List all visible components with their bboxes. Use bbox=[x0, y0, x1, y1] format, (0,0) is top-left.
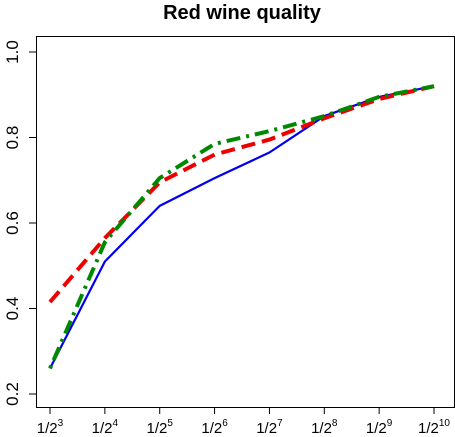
y-tick-label: 1.0 bbox=[3, 40, 22, 64]
x-tick-base: 1/2 bbox=[311, 420, 332, 437]
x-tick-base: 1/2 bbox=[418, 420, 439, 437]
x-tick-exponent: 7 bbox=[277, 418, 283, 429]
x-tick-label: 1/25 bbox=[147, 418, 174, 437]
x-tick-base: 1/2 bbox=[92, 420, 113, 437]
x-axis: 1/23 1/24 1/25 1/26 1/27 1/28 1/29 1/210 bbox=[37, 407, 450, 437]
y-tick-label: 0.6 bbox=[3, 211, 22, 235]
x-tick-label: 1/23 bbox=[37, 418, 64, 437]
y-tick-label: 0.8 bbox=[3, 126, 22, 150]
series-line-dotdash bbox=[48, 84, 435, 370]
x-tick-label: 1/26 bbox=[201, 418, 228, 437]
x-tick-exponent: 4 bbox=[113, 418, 119, 429]
series-layer bbox=[48, 84, 435, 370]
x-tick-exponent: 10 bbox=[439, 418, 451, 429]
y-axis: 0.2 0.4 0.6 0.8 1.0 bbox=[3, 40, 36, 406]
series-line-dashed bbox=[48, 84, 435, 304]
x-tick-base: 1/2 bbox=[201, 420, 222, 437]
y-tick-label: 0.4 bbox=[3, 297, 22, 321]
series-line-solid bbox=[49, 85, 435, 369]
x-tick-base: 1/2 bbox=[147, 420, 168, 437]
x-tick-label: 1/28 bbox=[311, 418, 338, 437]
x-tick-exponent: 6 bbox=[222, 418, 228, 429]
x-tick-exponent: 5 bbox=[167, 418, 173, 429]
x-tick-label: 1/24 bbox=[92, 418, 119, 437]
x-tick-exponent: 3 bbox=[58, 418, 64, 429]
x-tick-exponent: 8 bbox=[332, 418, 338, 429]
x-tick-base: 1/2 bbox=[37, 420, 58, 437]
x-tick-base: 1/2 bbox=[256, 420, 277, 437]
plot-frame bbox=[36, 36, 455, 408]
x-tick-exponent: 9 bbox=[387, 418, 393, 429]
chart-title: Red wine quality bbox=[163, 2, 322, 24]
x-tick-label: 1/29 bbox=[366, 418, 393, 437]
x-tick-label: 1/27 bbox=[256, 418, 283, 437]
x-tick-label: 1/210 bbox=[418, 418, 450, 437]
y-tick-label: 0.2 bbox=[3, 382, 22, 406]
x-tick-base: 1/2 bbox=[366, 420, 387, 437]
